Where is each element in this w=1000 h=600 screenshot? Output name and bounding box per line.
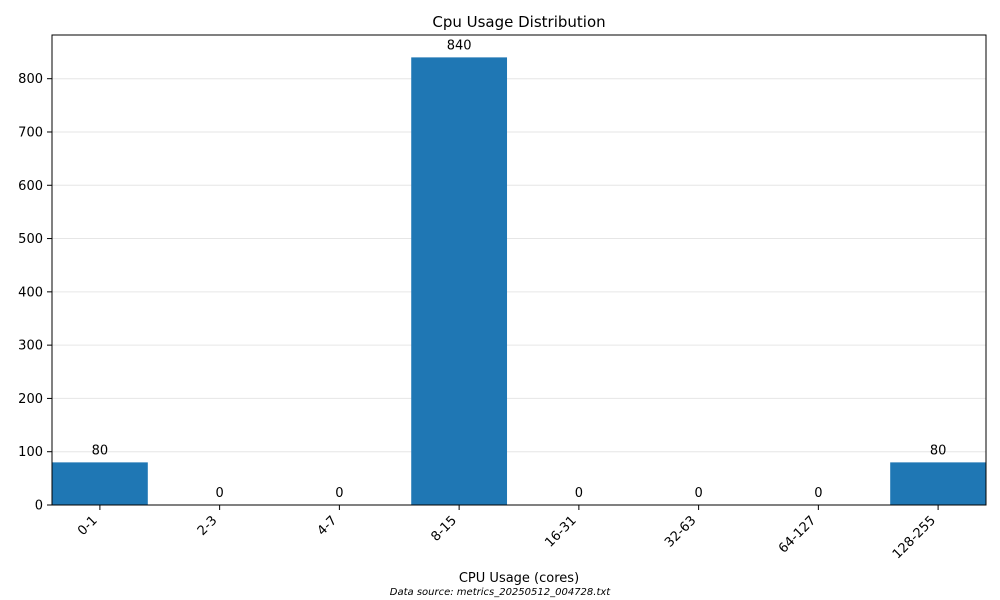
- data-label: 0: [575, 486, 583, 501]
- data-label: 80: [92, 443, 109, 458]
- data-labels: 80 0 0 840 0 0 0 80: [92, 38, 947, 501]
- y-tick-label: 100: [18, 445, 43, 460]
- y-tick-label: 800: [18, 72, 43, 87]
- data-label: 0: [335, 486, 343, 501]
- x-tick-label: 128-255: [890, 513, 939, 562]
- plot-frame: [51, 34, 987, 506]
- x-axis: 0-1 2-3 4-7 8-15 16-31 32-63 64-127 128-255: [75, 505, 939, 562]
- data-label: 80: [930, 443, 947, 458]
- footnote-data-source: Data source: metrics_20250512_004728.txt: [390, 587, 612, 598]
- y-tick-label: 500: [18, 232, 43, 247]
- grid-lines: [52, 78, 986, 453]
- y-axis: 0 100 200 300 400 500 600 700 800: [18, 72, 52, 514]
- x-tick-label: 4-7: [315, 513, 341, 539]
- chart-title: Cpu Usage Distribution: [432, 13, 605, 31]
- bar-128-255: [890, 462, 986, 505]
- x-tick-label: 0-1: [75, 513, 101, 539]
- y-tick-label: 300: [18, 339, 43, 354]
- data-label: 0: [216, 486, 224, 501]
- y-tick-label: 600: [18, 179, 43, 194]
- x-tick-label: 32-63: [662, 513, 699, 550]
- x-tick-label: 16-31: [542, 513, 579, 550]
- y-tick-label: 700: [18, 125, 43, 140]
- x-axis-label: CPU Usage (cores): [459, 571, 579, 586]
- data-label: 0: [814, 486, 822, 501]
- x-tick-label: 2-3: [195, 513, 221, 539]
- y-tick-label: 400: [18, 285, 43, 300]
- data-label: 0: [694, 486, 702, 501]
- y-tick-label: 200: [18, 392, 43, 407]
- bar-0-1: [52, 462, 148, 505]
- x-tick-label: 8-15: [428, 513, 459, 544]
- data-label: 840: [447, 38, 472, 53]
- x-tick-label: 64-127: [776, 513, 819, 556]
- bars: [52, 57, 986, 505]
- bar-8-15: [411, 57, 508, 505]
- y-tick-label: 0: [35, 499, 43, 514]
